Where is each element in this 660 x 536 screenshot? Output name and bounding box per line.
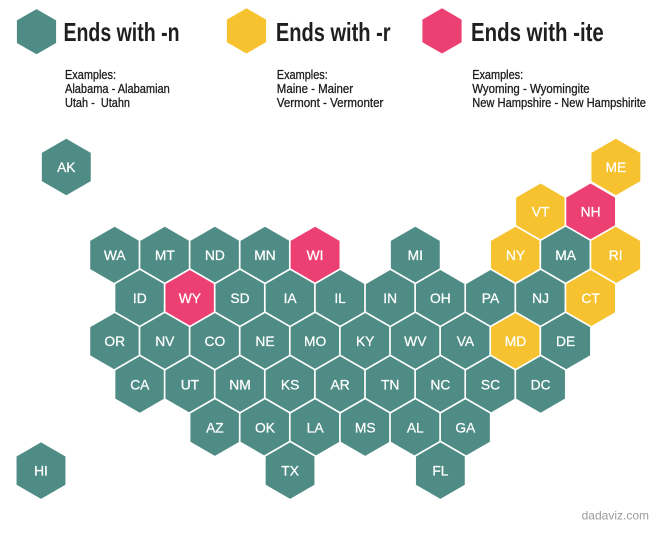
- svg-text:CO: CO: [205, 334, 226, 349]
- svg-text:ME: ME: [606, 160, 627, 175]
- svg-text:ND: ND: [205, 248, 225, 263]
- svg-text:UT: UT: [181, 377, 200, 392]
- svg-text:IA: IA: [284, 291, 298, 306]
- svg-text:NH: NH: [581, 205, 601, 220]
- svg-text:PA: PA: [482, 291, 500, 306]
- svg-text:NV: NV: [155, 334, 175, 349]
- svg-text:Examples:: Examples:: [277, 67, 328, 82]
- svg-text:KY: KY: [356, 334, 374, 349]
- svg-text:SD: SD: [230, 291, 249, 306]
- svg-text:NJ: NJ: [532, 291, 549, 306]
- svg-text:Vermont - Vermonter: Vermont - Vermonter: [277, 95, 384, 110]
- svg-text:Wyoming - Wyomingite: Wyoming - Wyomingite: [472, 81, 590, 96]
- svg-text:DC: DC: [531, 377, 551, 392]
- svg-text:VA: VA: [457, 334, 475, 349]
- svg-text:AZ: AZ: [206, 420, 224, 435]
- svg-text:CA: CA: [130, 377, 150, 392]
- svg-text:NM: NM: [229, 377, 250, 392]
- svg-text:SC: SC: [481, 377, 500, 392]
- svg-text:New Hampshire - New Hampshirit: New Hampshire - New Hampshirite: [472, 95, 646, 110]
- svg-text:Ends with -n: Ends with -n: [64, 17, 180, 47]
- svg-text:TN: TN: [381, 377, 399, 392]
- svg-text:NY: NY: [506, 248, 525, 263]
- svg-text:OH: OH: [430, 291, 451, 306]
- svg-text:OR: OR: [104, 334, 125, 349]
- svg-text:MS: MS: [355, 420, 376, 435]
- svg-text:NE: NE: [255, 334, 274, 349]
- svg-text:FL: FL: [432, 463, 448, 478]
- svg-text:AL: AL: [407, 420, 424, 435]
- svg-text:TX: TX: [281, 463, 299, 478]
- svg-text:MD: MD: [505, 334, 526, 349]
- svg-text:AK: AK: [57, 160, 76, 175]
- svg-text:DE: DE: [556, 334, 575, 349]
- svg-text:Examples:: Examples:: [472, 67, 523, 82]
- svg-text:RI: RI: [609, 248, 623, 263]
- svg-text:ID: ID: [133, 291, 147, 306]
- svg-text:CT: CT: [581, 291, 600, 306]
- svg-text:GA: GA: [455, 420, 476, 435]
- svg-text:MT: MT: [155, 248, 175, 263]
- svg-text:NC: NC: [430, 377, 450, 392]
- svg-text:dadaviz.com: dadaviz.com: [582, 509, 649, 523]
- svg-text:MN: MN: [254, 248, 275, 263]
- svg-text:Ends with -ite: Ends with -ite: [471, 17, 604, 47]
- svg-text:MO: MO: [304, 334, 326, 349]
- svg-text:WI: WI: [307, 248, 324, 263]
- svg-text:IL: IL: [334, 291, 346, 306]
- svg-text:AR: AR: [331, 377, 350, 392]
- svg-text:HI: HI: [34, 463, 48, 478]
- svg-text:VT: VT: [532, 205, 550, 220]
- svg-text:OK: OK: [255, 420, 276, 435]
- svg-text:WV: WV: [404, 334, 427, 349]
- svg-text:Examples:: Examples:: [65, 67, 116, 82]
- svg-text:MA: MA: [555, 248, 576, 263]
- svg-text:KS: KS: [281, 377, 299, 392]
- svg-text:Maine - Mainer: Maine - Mainer: [277, 81, 354, 96]
- svg-text:LA: LA: [307, 420, 325, 435]
- svg-text:Utah - Utahn: Utah - Utahn: [65, 95, 130, 110]
- svg-text:Ends with -r: Ends with -r: [276, 17, 391, 47]
- svg-text:WY: WY: [179, 291, 201, 306]
- svg-text:Alabama - Alabamian: Alabama - Alabamian: [65, 81, 170, 96]
- svg-text:WA: WA: [104, 248, 127, 263]
- svg-text:IN: IN: [383, 291, 397, 306]
- svg-text:MI: MI: [408, 248, 423, 263]
